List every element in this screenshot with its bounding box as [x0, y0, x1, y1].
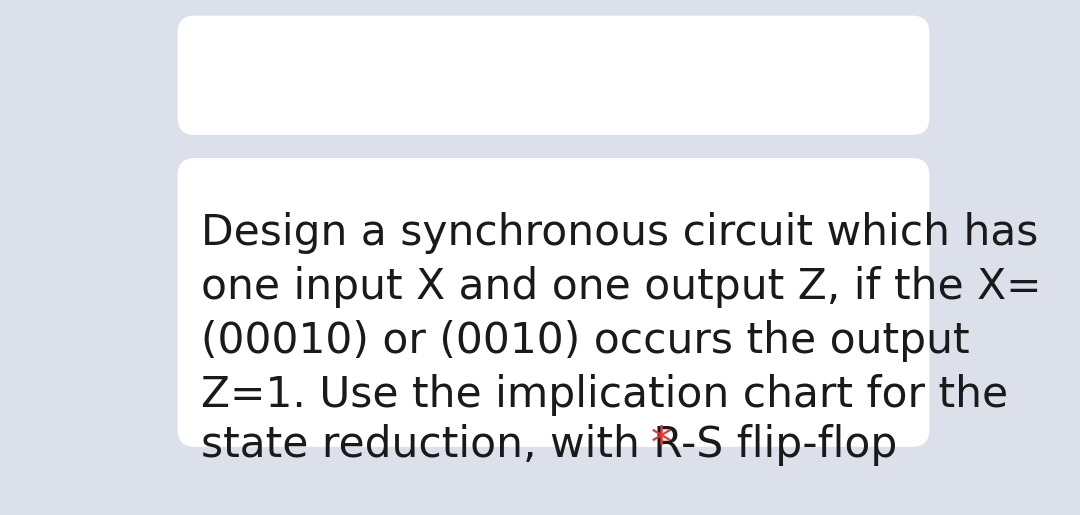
Text: Z=1. Use the implication chart for the: Z=1. Use the implication chart for the — [201, 374, 1008, 416]
Text: one input X and one output Z, if the X=: one input X and one output Z, if the X= — [201, 266, 1041, 308]
FancyBboxPatch shape — [177, 15, 930, 135]
Text: (00010) or (0010) occurs the output: (00010) or (0010) occurs the output — [201, 320, 970, 362]
Text: Design a synchronous circuit which has: Design a synchronous circuit which has — [201, 212, 1038, 254]
Text: *: * — [651, 424, 672, 466]
Text: state reduction, with R-S flip-flop: state reduction, with R-S flip-flop — [201, 424, 910, 466]
FancyBboxPatch shape — [177, 158, 930, 447]
